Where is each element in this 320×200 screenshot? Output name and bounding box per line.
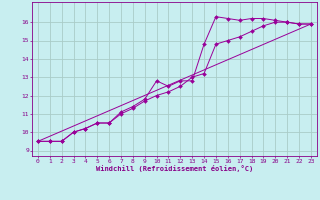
X-axis label: Windchill (Refroidissement éolien,°C): Windchill (Refroidissement éolien,°C) (96, 165, 253, 172)
